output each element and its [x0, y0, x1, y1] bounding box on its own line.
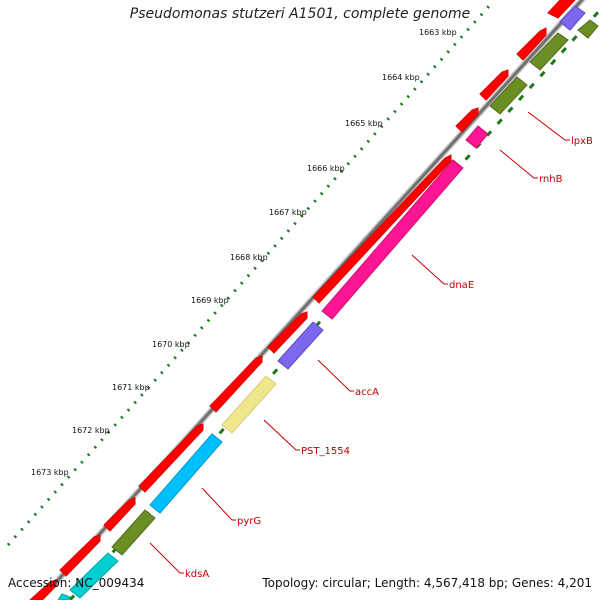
cds-track-forward	[29, 0, 576, 600]
scale-label-1666: 1666 kbp	[307, 164, 345, 173]
accession-info: Accession: NC_009434	[8, 576, 144, 590]
scale-label-1671: 1671 kbp	[112, 383, 150, 392]
accession-label: Accession:	[8, 576, 72, 590]
leader-dnaE	[411, 254, 448, 285]
gene-label-lpxB: lpxB	[571, 136, 593, 147]
gene-leader-lines	[149, 111, 570, 574]
gene-label-dnaE: dnaE	[449, 280, 474, 291]
gene-label-pyrG: pyrG	[237, 516, 261, 527]
cds-segment	[29, 579, 57, 600]
purple-feature	[277, 321, 324, 370]
olive-feature	[111, 509, 156, 556]
scale-label-1669: 1669 kbp	[191, 296, 229, 305]
feature-track-inner	[57, 5, 599, 600]
scale-label-1667: 1667 kbp	[269, 208, 307, 217]
scale-label-1673: 1673 kbp	[31, 468, 69, 477]
magenta-feature	[465, 125, 489, 149]
cds-segment	[267, 311, 308, 354]
gene-label-accA: accA	[355, 387, 379, 398]
khaki-feature	[221, 375, 277, 434]
gene-label-kdsA: kdsA	[185, 569, 209, 580]
cds-segment	[59, 534, 101, 577]
map-title: Pseudomonas stutzeri A1501, complete gen…	[129, 6, 471, 22]
gene-label-PST_1554: PST_1554	[301, 446, 350, 457]
leader-pyrG	[201, 487, 236, 521]
scale-dotted-line	[6, 4, 492, 546]
scale-label-1665: 1665 kbp	[345, 119, 383, 128]
cyan-feature	[69, 552, 119, 599]
leader-rnhB	[499, 149, 538, 179]
scale-label-1670: 1670 kbp	[152, 340, 190, 349]
leader-PST_1554	[263, 419, 300, 451]
topology-info: Topology: circular; Length: 4,567,418 bp…	[262, 576, 592, 590]
cyan-feature	[149, 433, 223, 514]
cyan-feature	[57, 593, 71, 600]
cds-segment	[138, 423, 204, 493]
leader-lpxB	[527, 111, 570, 141]
cds-segment	[312, 154, 452, 304]
cds-segment	[455, 107, 479, 133]
olive-feature	[529, 32, 569, 71]
gene-label-rnhB: rnhB	[539, 174, 563, 185]
leader-accA	[317, 359, 354, 392]
scale-label-1668: 1668 kbp	[230, 253, 268, 262]
leader-kdsA	[149, 542, 184, 574]
magenta-feature	[321, 159, 464, 320]
cds-segment	[103, 497, 136, 532]
cds-segment	[516, 27, 547, 61]
accession-value: NC_009434	[75, 576, 145, 590]
purple-feature	[559, 5, 586, 31]
scale-label-1664: 1664 kbp	[382, 73, 420, 82]
scale-label-1663: 1663 kbp	[419, 28, 457, 37]
scale-label-1672: 1672 kbp	[72, 426, 110, 435]
olive-feature	[489, 76, 528, 115]
cds-segment	[547, 0, 576, 19]
cds-segment	[479, 69, 509, 101]
olive-feature	[577, 19, 599, 39]
cds-segment	[209, 355, 263, 413]
